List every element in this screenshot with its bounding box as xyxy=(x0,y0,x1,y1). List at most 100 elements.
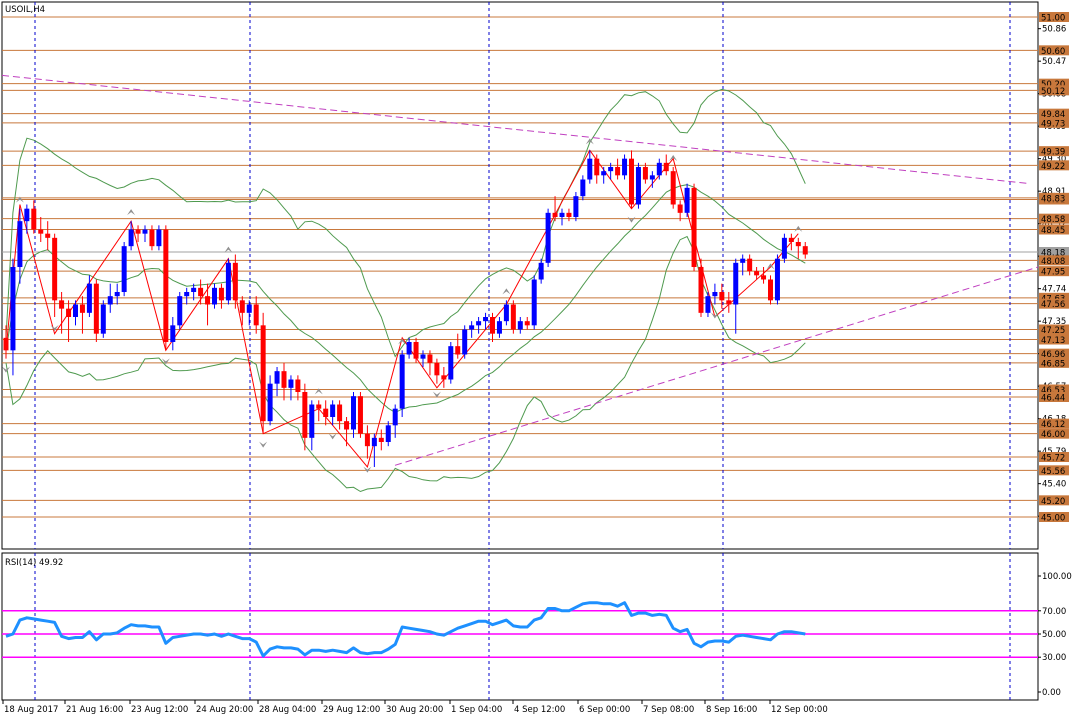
trendlines xyxy=(1,74,1039,466)
candlestick xyxy=(691,183,697,272)
candlestick xyxy=(295,375,301,401)
price-level-tag xyxy=(1039,392,1069,402)
candlestick xyxy=(323,400,329,426)
candlestick xyxy=(10,258,16,376)
candle-body xyxy=(469,325,475,330)
candlestick xyxy=(170,317,176,351)
candlestick xyxy=(31,200,37,234)
candlestick xyxy=(781,233,787,263)
candlestick xyxy=(337,400,343,430)
candlestick xyxy=(768,275,773,305)
candle-body xyxy=(399,354,405,409)
rsi-tick-label: 70.00 xyxy=(1042,607,1066,617)
candlestick xyxy=(670,167,676,209)
candlestick xyxy=(17,208,23,284)
candlestick xyxy=(726,292,732,313)
time-tick-label: 23 Aug 12:00 xyxy=(131,705,188,715)
rsi-tick-label: 100.00 xyxy=(1042,572,1072,582)
candlestick xyxy=(45,221,51,251)
price-level-tag xyxy=(1039,247,1069,257)
candlestick xyxy=(135,225,141,242)
candlestick xyxy=(121,242,127,297)
candle-body xyxy=(559,212,565,217)
candlestick xyxy=(733,258,739,334)
candle-body xyxy=(712,292,718,297)
candle-body xyxy=(281,371,287,388)
candle-body xyxy=(545,212,551,263)
price-level-label: 47.13 xyxy=(1041,336,1065,346)
candlestick xyxy=(587,150,593,184)
candlestick xyxy=(663,154,669,176)
candle-body xyxy=(642,167,648,180)
price-tick-label: 50.86 xyxy=(1042,25,1066,35)
candle-body xyxy=(747,258,753,272)
candlestick xyxy=(212,283,217,309)
candle-body xyxy=(677,204,683,213)
rsi-tick-labels: 100.00 70.00 50.00 30.00 0.00 xyxy=(1038,572,1072,698)
fractal-up-marker xyxy=(669,155,678,161)
candlestick xyxy=(642,162,648,184)
candlestick xyxy=(59,292,65,334)
candle-body xyxy=(330,404,336,417)
candle-body xyxy=(337,404,343,422)
fractal-down-marker xyxy=(259,441,268,448)
candle-body xyxy=(705,296,711,313)
candle-body xyxy=(309,404,315,438)
candle-body xyxy=(59,300,65,309)
candlestick xyxy=(538,258,544,284)
candlestick xyxy=(601,167,607,184)
candle-body xyxy=(774,258,780,301)
candlestick xyxy=(420,350,426,367)
fractal-down-marker xyxy=(432,391,441,398)
candlestick xyxy=(142,225,148,242)
candle-body xyxy=(781,237,787,259)
price-level-label: 51.00 xyxy=(1041,14,1065,24)
candlestick xyxy=(364,425,370,459)
fractal-up-marker xyxy=(15,196,24,203)
candle-body xyxy=(608,167,614,172)
fractal-up-marker xyxy=(502,288,511,295)
candlestick xyxy=(344,417,350,447)
candlestick xyxy=(93,279,99,342)
candle-body xyxy=(191,287,197,292)
price-level-tag xyxy=(1039,117,1069,128)
price-level-label: 46.85 xyxy=(1041,359,1065,369)
time-tick-label: 1 Sep 04:00 xyxy=(451,705,502,715)
candle-body xyxy=(573,196,579,217)
candlestick xyxy=(462,325,468,359)
candlestick xyxy=(580,175,586,201)
time-tick-label: 24 Aug 20:00 xyxy=(196,705,253,715)
candle-body xyxy=(615,167,621,176)
candle-body xyxy=(761,275,767,280)
candlestick xyxy=(802,242,808,259)
candlestick xyxy=(246,300,252,326)
candlestick xyxy=(406,337,412,359)
candlestick xyxy=(559,208,565,226)
time-tick-label: 12 Sep 00:00 xyxy=(771,705,828,715)
candle-body xyxy=(274,371,280,384)
price-level-label: 50.20 xyxy=(1041,80,1065,90)
candlestick xyxy=(3,325,9,359)
candlestick xyxy=(316,400,322,422)
candle-body xyxy=(427,354,433,363)
candle-body xyxy=(135,229,141,234)
fractal-up-marker xyxy=(398,338,407,345)
price-tick-label: 47.35 xyxy=(1042,317,1066,327)
candlestick xyxy=(149,225,155,251)
candlestick xyxy=(79,296,85,334)
rsi-tick-label: 30.00 xyxy=(1042,653,1066,663)
candle-body xyxy=(246,304,252,313)
price-level-label: 48.58 xyxy=(1041,215,1065,225)
price-level-label: 45.56 xyxy=(1041,467,1065,477)
candlestick xyxy=(705,292,711,317)
price-level-label: 50.60 xyxy=(1041,47,1065,57)
candle-body xyxy=(170,325,176,342)
candlestick xyxy=(510,300,516,334)
price-level-tag xyxy=(1039,324,1069,335)
candlestick xyxy=(260,312,266,434)
candlestick xyxy=(309,400,315,451)
candle-body xyxy=(510,304,516,330)
candlestick xyxy=(232,254,238,309)
candlestick xyxy=(649,171,655,188)
